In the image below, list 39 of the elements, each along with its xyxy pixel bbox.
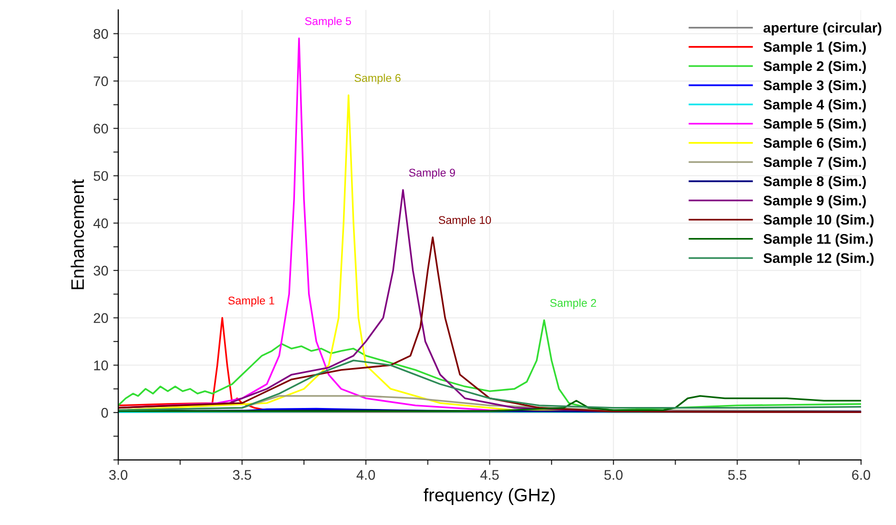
line-series bbox=[118, 360, 862, 412]
legend-label: Sample 11 (Sim.) bbox=[764, 234, 873, 247]
y-tick-label: 30 bbox=[94, 266, 108, 276]
y-tick-label: 20 bbox=[94, 313, 108, 323]
y-axis-title: Enhancement bbox=[70, 179, 84, 290]
x-tick-label: 4.5 bbox=[480, 470, 499, 480]
x-tick-label: 3.0 bbox=[109, 470, 128, 480]
x-tick-label: 5.0 bbox=[604, 470, 623, 480]
x-tick-label: 6.0 bbox=[852, 470, 870, 480]
legend-label: Sample 9 (Sim.) bbox=[764, 195, 866, 208]
y-tick-label: 40 bbox=[93, 218, 108, 228]
y-tick-label: 10 bbox=[94, 360, 108, 370]
legend-label: Sample 4 (Sim.) bbox=[764, 99, 866, 112]
x-tick-label: 5.5 bbox=[728, 470, 746, 480]
annotation: Sample 10 bbox=[438, 216, 491, 226]
x-tick-label: 3.5 bbox=[232, 470, 252, 480]
legend-label: aperture (circular) bbox=[764, 22, 882, 36]
annotation: Sample 6 bbox=[354, 74, 401, 84]
legend-label: Sample 10 (Sim.) bbox=[764, 214, 874, 228]
legend-label: Sample 12 (Sim.) bbox=[764, 252, 874, 266]
annotation: Sample 9 bbox=[409, 168, 455, 179]
legend-label: Sample 2 (Sim.) bbox=[764, 60, 866, 74]
annotation: Sample 2 bbox=[550, 298, 596, 310]
y-tick-label: 80 bbox=[94, 28, 108, 39]
legend-label: Sample 7 (Sim.) bbox=[764, 156, 866, 170]
x-axis-title: frequency (GHz) bbox=[424, 488, 555, 505]
line-series bbox=[118, 395, 862, 412]
legend-label: Sample 1 (Sim.) bbox=[764, 42, 866, 55]
legend-label: Sample 5 (Sim.) bbox=[764, 118, 866, 132]
annotation: Sample 1 bbox=[228, 296, 274, 307]
y-tick-label: 60 bbox=[94, 124, 108, 134]
y-tick-label: 50 bbox=[94, 171, 108, 181]
y-tick-label: 70 bbox=[94, 76, 108, 86]
annotation: Sample 5 bbox=[305, 16, 352, 28]
legend-label: Sample 3 (Sim.) bbox=[764, 80, 866, 94]
y-tick-label: 0 bbox=[101, 408, 108, 418]
legend-label: Sample 6 (Sim.) bbox=[764, 138, 866, 151]
x-tick-label: 4.0 bbox=[356, 470, 375, 480]
legend-label: Sample 8 (Sim.) bbox=[764, 176, 866, 189]
